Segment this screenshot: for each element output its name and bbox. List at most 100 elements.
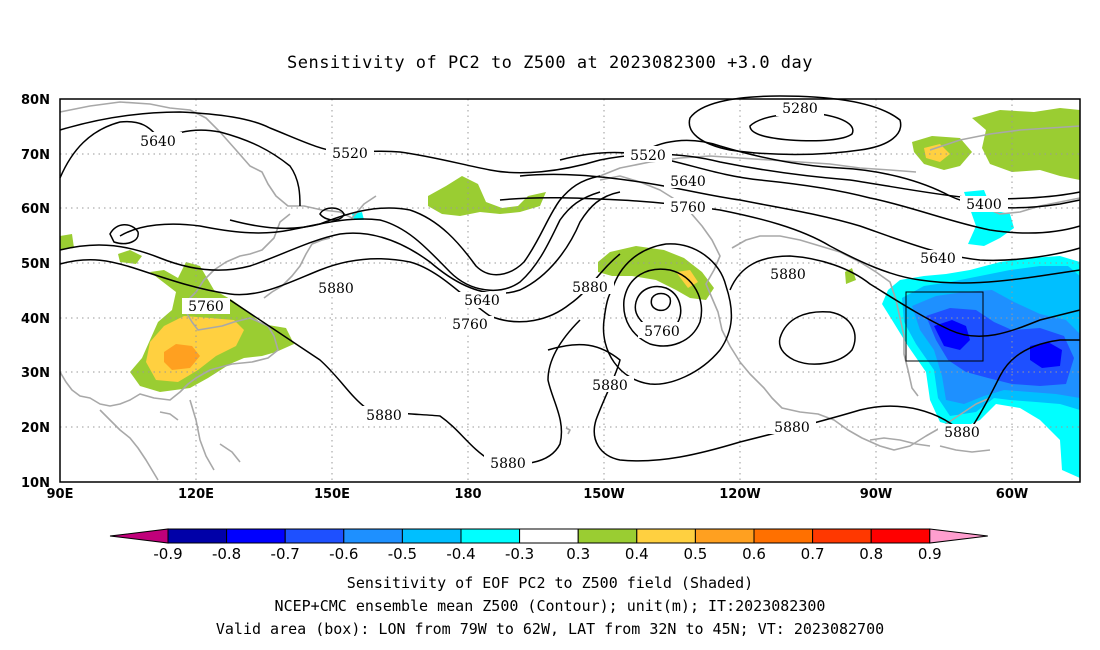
contour-label: 5880	[490, 456, 526, 472]
contour-label: 5640	[140, 134, 176, 150]
colorbar-tick-label: -0.5	[388, 545, 417, 563]
contour-label: 5760	[670, 200, 706, 216]
colorbar: -0.9 -0.8 -0.7 -0.6 -0.5 -0.4 -0.3 0.3 0.4 0.5 0.6…	[109, 528, 988, 563]
contour-5520-mid	[229, 175, 601, 276]
contour-label: 5520	[630, 148, 666, 164]
colorbar-segment	[870, 528, 931, 544]
colorbar-tick-label: -0.9	[153, 545, 182, 563]
coastline-japan	[263, 237, 331, 299]
contour-label: 5640	[920, 251, 956, 267]
contour-label: 5640	[464, 293, 500, 309]
colorbar-segment	[284, 528, 345, 544]
contour-label: 5880	[318, 281, 354, 297]
lat-label-70n: 70N	[21, 148, 50, 163]
colorbar-segment	[577, 528, 638, 544]
lat-label-30n: 30N	[21, 366, 50, 381]
graticule	[60, 99, 1080, 482]
colorbar-tick-label: 0.8	[859, 545, 883, 563]
contour-label: 5520	[332, 146, 368, 162]
contour-small-150e	[319, 207, 345, 221]
contour-5880-se	[965, 339, 1080, 437]
colorbar-tick-label: -0.7	[271, 545, 300, 563]
contour-5640-west	[59, 120, 301, 207]
colorbar-triangle-min	[109, 528, 169, 544]
contour-label: 5880	[572, 280, 608, 296]
coastline-caribbean	[869, 437, 991, 453]
colorbar-tick-label: 0.6	[742, 545, 766, 563]
map-frame	[59, 98, 1081, 483]
latitude-labels: 80N 70N 60N 50N 40N 30N 20N 10N	[21, 93, 50, 491]
colorbar-segment	[167, 528, 228, 544]
lat-label-40n: 40N	[21, 312, 50, 327]
contour-5760-low-core	[650, 292, 672, 312]
lon-label-150w: 150W	[583, 487, 624, 502]
colorbar-tick-label: -0.8	[212, 545, 241, 563]
lon-label-90w: 90W	[860, 487, 892, 502]
shade-positive-0.3	[118, 250, 142, 264]
contour-5880-east	[602, 243, 733, 385]
contour-label: 5880	[592, 378, 628, 394]
contour-5880-sw	[229, 299, 581, 465]
valid-area-box	[905, 291, 984, 362]
contour-label: 5880	[944, 425, 980, 441]
colorbar-segment	[753, 528, 814, 544]
colorbar-tick-label: -0.3	[505, 545, 534, 563]
contour-5640-east	[519, 173, 1081, 262]
lon-label-150e: 150E	[314, 487, 350, 502]
shade-positive-0.4	[924, 144, 950, 162]
contour-label: 5400	[966, 197, 1002, 213]
coastline-hawaii	[565, 427, 571, 435]
colorbar-segment	[519, 528, 579, 544]
shade-positive-0.3	[845, 268, 856, 284]
contour-label: 5880	[770, 267, 806, 283]
contour-5520-west	[59, 111, 1081, 200]
contour-label: 5760	[188, 299, 224, 315]
contour-small-west	[109, 224, 139, 245]
contour-5760-mid	[59, 191, 621, 295]
caption-line-3: Valid area (box): LON from 79W to 62W, L…	[216, 620, 884, 638]
contour-label: 5880	[366, 408, 402, 424]
contour-label: 5760	[644, 324, 680, 340]
caption-line-2: NCEP+CMC ensemble mean Z500 (Contour); u…	[275, 597, 826, 615]
colorbar-segment	[343, 528, 403, 544]
lat-label-10n: 10N	[21, 476, 50, 491]
contour-label: 5760	[452, 317, 488, 333]
contour-label: 5280	[782, 101, 818, 117]
lat-label-80n: 80N	[21, 93, 50, 108]
lat-label-50n: 50N	[21, 257, 50, 272]
lon-label-180: 180	[454, 487, 481, 502]
shade-positive-0.3	[428, 176, 546, 216]
longitude-labels: 90E 120E 150E 180 150W 120W 90W 60W	[47, 487, 1029, 502]
caption-line-1: Sensitivity of EOF PC2 to Z500 field (Sh…	[347, 574, 753, 592]
colorbar-tick-label: -0.6	[329, 545, 358, 563]
lon-label-120w: 120W	[719, 487, 760, 502]
lon-label-120e: 120E	[178, 487, 214, 502]
colorbar-tick-label: 0.3	[566, 545, 590, 563]
coastline-north-america	[599, 175, 991, 451]
colorbar-tick-label: 0.5	[683, 545, 707, 563]
contour-5640-mid	[119, 191, 601, 292]
colorbar-tick-label: 0.4	[625, 545, 649, 563]
coastlines	[59, 101, 1081, 481]
shade-positive-0.3	[60, 234, 74, 250]
lat-label-60n: 60N	[21, 202, 50, 217]
caption: Sensitivity of EOF PC2 to Z500 field (Sh…	[216, 574, 884, 638]
z500-contours	[59, 95, 1081, 465]
shade-positive-0.5	[164, 344, 200, 370]
coastline-asia	[59, 101, 377, 407]
colorbar-segment	[460, 528, 521, 544]
shade-negative-0.7	[934, 320, 970, 350]
contour-5880-mid	[59, 253, 621, 323]
figure-title: Sensitivity of PC2 to Z500 at 2023082300…	[287, 53, 813, 73]
colorbar-segment	[812, 528, 872, 544]
shade-positive-0.3	[972, 108, 1080, 180]
shade-positive-0.3	[598, 246, 714, 300]
contour-label: 5880	[774, 420, 810, 436]
lat-label-20n: 20N	[21, 421, 50, 436]
contour-5880-ne	[729, 255, 1081, 338]
contour-5760-east	[499, 196, 1081, 284]
coastline-southeast-asia	[99, 399, 241, 481]
colorbar-tick-label: 0.7	[801, 545, 825, 563]
colorbar-segment	[636, 528, 696, 544]
